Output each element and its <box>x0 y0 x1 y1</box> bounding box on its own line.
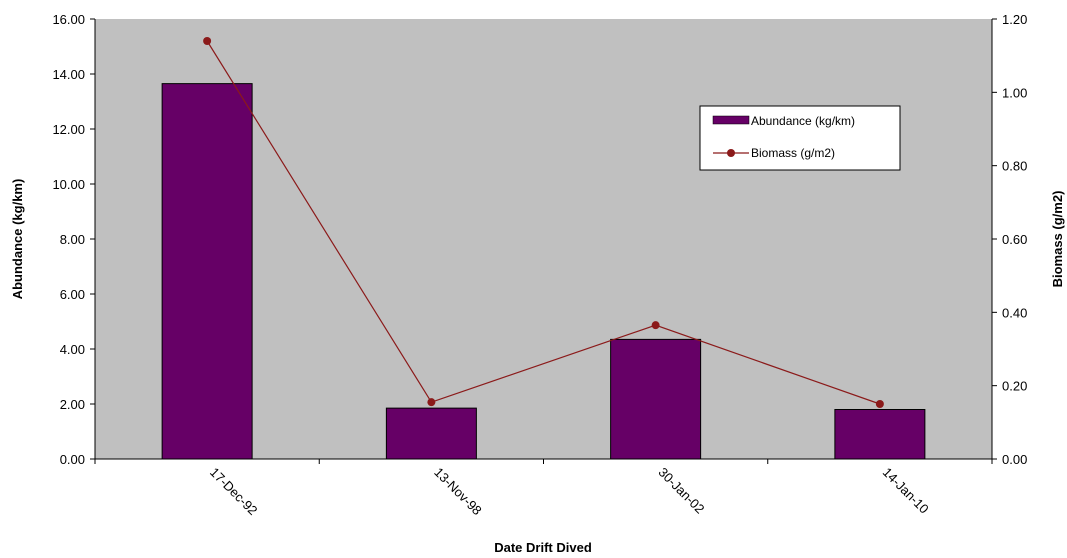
right-tick-label: 0.60 <box>1002 232 1027 247</box>
legend-line-marker <box>727 149 735 157</box>
right-tick-label: 1.20 <box>1002 12 1027 27</box>
right-tick-label: 0.80 <box>1002 159 1027 174</box>
right-tick-label: 0.00 <box>1002 452 1027 467</box>
bar-17-dec-92 <box>161 83 253 460</box>
right-tick-label: 1.00 <box>1002 85 1027 100</box>
x-tick-label: 30-Jan-02 <box>656 465 708 517</box>
biomass-point-14-jan-10 <box>875 400 884 408</box>
biomass-point-30-jan-02 <box>651 321 660 330</box>
left-axis-title: Abundance (kg/km) <box>10 179 25 300</box>
left-tick-label: 14.00 <box>52 67 85 82</box>
left-tick-label: 12.00 <box>52 122 85 137</box>
right-tick-label: 0.40 <box>1002 305 1027 320</box>
right-tick-label: 0.20 <box>1002 379 1027 394</box>
x-axis-title: Date Drift Dived <box>494 540 592 555</box>
left-tick-label: 8.00 <box>60 232 85 247</box>
left-tick-label: 4.00 <box>60 342 85 357</box>
bar-14-jan-10 <box>834 409 926 460</box>
line-group <box>203 37 884 408</box>
x-axis: 17-Dec-92 13-Nov-98 30-Jan-02 14-Jan-10 <box>94 458 993 519</box>
bar-30-jan-02 <box>610 338 702 460</box>
left-tick-label: 10.00 <box>52 177 85 192</box>
bars-group <box>161 83 926 460</box>
x-tick-label: 14-Jan-10 <box>880 465 932 517</box>
legend: Abundance (kg/km) Biomass (g/m2) <box>699 105 901 171</box>
left-tick-label: 2.00 <box>60 397 85 412</box>
right-axis-title: Biomass (g/m2) <box>1050 191 1065 288</box>
legend-biomass-label: Biomass (g/m2) <box>751 146 835 160</box>
legend-abundance-label: Abundance (kg/km) <box>751 114 855 128</box>
left-tick-label: 6.00 <box>60 287 85 302</box>
left-tick-label: 16.00 <box>52 12 85 27</box>
legend-bar-swatch <box>712 115 750 125</box>
x-tick-label: 17-Dec-92 <box>207 465 261 519</box>
left-tick-label: 0.00 <box>60 452 85 467</box>
biomass-line <box>206 40 881 405</box>
bar-13-nov-98 <box>385 407 477 460</box>
biomass-point-13-nov-98 <box>427 398 436 407</box>
right-axis: 0.00 0.20 0.40 0.60 0.80 1.00 1.20 <box>991 12 1027 467</box>
x-tick-label: 13-Nov-98 <box>431 465 485 519</box>
left-axis: 0.00 2.00 4.00 6.00 8.00 10.00 12.00 14.00 16.00 <box>52 12 96 467</box>
biomass-point-17-dec-92 <box>203 37 212 45</box>
